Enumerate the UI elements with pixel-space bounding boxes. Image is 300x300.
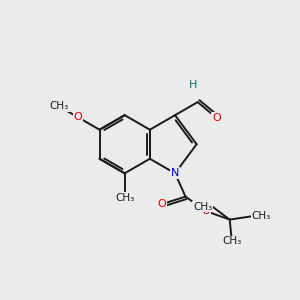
Text: O: O xyxy=(201,206,210,216)
Text: CH₃: CH₃ xyxy=(251,211,271,221)
Text: CH₃: CH₃ xyxy=(193,202,212,212)
Text: H: H xyxy=(189,80,197,90)
Text: O: O xyxy=(74,112,82,122)
Text: N: N xyxy=(171,168,179,178)
Text: CH₃: CH₃ xyxy=(222,236,242,246)
Text: CH₃: CH₃ xyxy=(50,101,69,112)
Text: O: O xyxy=(212,113,221,123)
Text: O: O xyxy=(158,199,166,209)
Text: CH₃: CH₃ xyxy=(115,193,134,203)
